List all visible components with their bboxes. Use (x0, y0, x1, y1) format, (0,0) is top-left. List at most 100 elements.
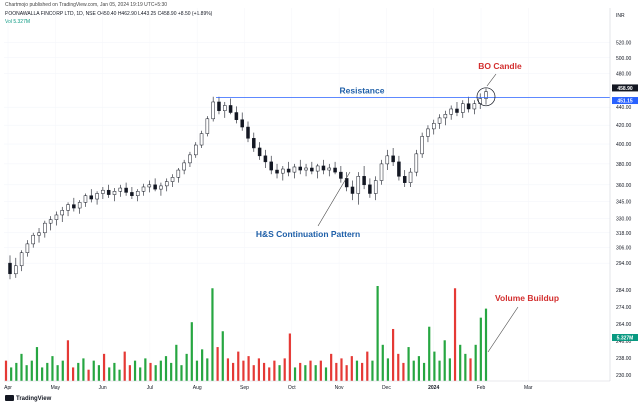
volume-bar (211, 288, 214, 381)
tradingview-logo: TradingView (5, 395, 51, 402)
price-tick-label: 330.00 (616, 216, 632, 222)
candle (379, 159, 384, 185)
time-tick-label: Aug (193, 385, 202, 391)
price-tick-label: 264.00 (616, 322, 632, 328)
candle-body (455, 108, 459, 113)
price-tag-box (612, 84, 638, 92)
candle-body (101, 189, 105, 194)
volume-bar (304, 365, 307, 381)
candle (461, 100, 465, 118)
volume-bar (51, 356, 54, 381)
volume-bar (412, 360, 415, 381)
volume-bar (25, 365, 28, 381)
candle-body (437, 117, 442, 124)
volume-bar (4, 360, 8, 381)
volume-bar (133, 360, 137, 381)
price-tick-label: 440.00 (616, 105, 632, 111)
candle-body (164, 181, 169, 187)
candle (135, 189, 140, 202)
candle (466, 96, 471, 113)
candle-body (379, 163, 384, 181)
volume-bars (4, 286, 488, 381)
volume-tag-label: 5.327M (617, 336, 634, 342)
volume-bar (231, 362, 235, 381)
candle-body (275, 169, 279, 174)
candle (234, 106, 239, 124)
volume-bar (221, 331, 224, 381)
price-tick-label: 246.00 (616, 339, 632, 345)
candle-body (106, 189, 111, 195)
candle (391, 147, 395, 166)
volume-bar (252, 365, 255, 381)
candle (211, 96, 215, 122)
candle (101, 186, 105, 200)
candle-body (368, 184, 372, 194)
volume-bar (46, 362, 49, 381)
volume-bar (190, 322, 193, 381)
candle-body (199, 133, 204, 146)
volume-bar (309, 360, 312, 381)
candle-body (66, 204, 70, 211)
candle (153, 178, 157, 192)
volume-bar (345, 365, 348, 381)
volume-bar (71, 367, 75, 381)
price-axis[interactable]: 520.00 500.00 480.00 440.00 420.00 400.00 380.… (609, 8, 638, 381)
candle (321, 159, 326, 175)
candle-body (292, 166, 297, 173)
candle (164, 178, 169, 192)
time-tick-label: Apr (4, 385, 12, 391)
candle (31, 232, 35, 248)
candle-body (321, 165, 326, 171)
volume-bar (61, 360, 64, 381)
candle-body (432, 123, 436, 130)
candle-body (397, 161, 401, 177)
tradingview-logo-text: TradingView (16, 396, 52, 402)
volume-bar (170, 362, 173, 381)
candle (292, 163, 297, 179)
candle-body (77, 202, 82, 209)
volume-bar (366, 351, 369, 381)
price-tick-label: 420.00 (616, 123, 632, 129)
volume-bar (82, 358, 85, 381)
volume-bar (257, 358, 261, 381)
volume-bar (180, 365, 183, 381)
volume-bar (469, 358, 472, 381)
time-tick-label: Mar (524, 385, 533, 391)
volume-bar (92, 360, 95, 381)
volume-bar (422, 362, 426, 381)
candle-body (443, 114, 448, 119)
volume-bar (324, 367, 328, 381)
candle-body (333, 167, 337, 173)
candle (432, 119, 436, 135)
candle (414, 149, 419, 177)
candle (362, 165, 366, 190)
volume-bar (417, 356, 421, 381)
price-tag: 458.90 (612, 84, 638, 92)
candle (176, 167, 181, 183)
volume-bar (149, 362, 152, 381)
candle-body (124, 187, 128, 193)
resistance-label: Resistance (340, 86, 385, 96)
candle-body (112, 191, 117, 195)
volume-bar (20, 353, 23, 381)
volume-bar (10, 367, 13, 381)
volume-bar (144, 358, 147, 381)
candle-body (130, 192, 134, 196)
candle-body (461, 103, 465, 113)
time-axis[interactable]: Apr May Jun Jul Aug Sep Oct Nov Dec 2024 Feb Mar (4, 380, 610, 391)
volume-bar (206, 358, 209, 381)
candle-body (19, 252, 24, 267)
candle-body (83, 195, 88, 203)
pattern-label: H&S Continuation Pattern (256, 229, 360, 239)
pattern-arrow (317, 171, 351, 227)
candle-body (95, 193, 99, 200)
candle-body (350, 186, 355, 194)
candle (327, 163, 332, 177)
candle (368, 178, 372, 198)
candle (8, 255, 12, 280)
candle (315, 163, 320, 179)
candle (60, 206, 64, 222)
candle (286, 161, 291, 177)
candle (223, 101, 227, 118)
